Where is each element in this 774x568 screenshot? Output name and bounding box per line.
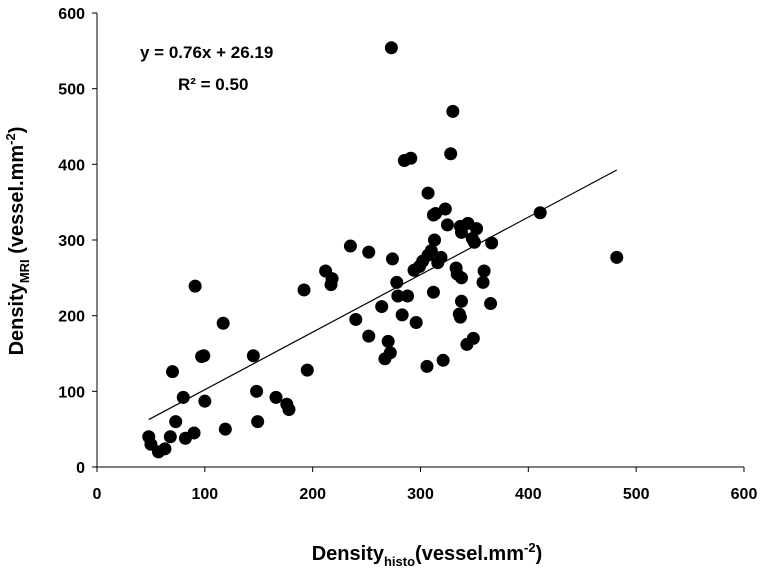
data-point bbox=[375, 300, 389, 314]
y-axis-title-close: ) bbox=[6, 127, 28, 134]
data-point bbox=[197, 349, 211, 363]
data-point bbox=[476, 275, 490, 289]
y-axis-ticks: 0 100 200 300 400 500 600 bbox=[58, 6, 97, 477]
data-point bbox=[438, 202, 452, 216]
y-tick-label: 600 bbox=[58, 6, 85, 23]
data-point bbox=[428, 233, 442, 247]
data-point bbox=[429, 207, 443, 221]
r-squared-label: R² = 0.50 bbox=[178, 75, 248, 94]
data-point bbox=[349, 312, 363, 326]
data-point bbox=[477, 264, 491, 278]
data-point bbox=[424, 244, 438, 258]
data-point bbox=[163, 430, 177, 444]
data-point bbox=[467, 235, 481, 249]
data-points bbox=[142, 41, 624, 459]
data-point bbox=[440, 218, 454, 232]
data-point bbox=[250, 384, 264, 398]
data-point bbox=[325, 272, 339, 286]
x-axis-title-main: Density bbox=[312, 543, 385, 565]
y-tick-label: 0 bbox=[76, 460, 85, 477]
x-tick-label: 400 bbox=[515, 486, 542, 503]
data-point bbox=[383, 346, 397, 360]
data-point bbox=[444, 147, 458, 161]
data-point bbox=[426, 285, 440, 299]
data-point bbox=[533, 206, 547, 220]
data-point bbox=[434, 250, 448, 264]
data-point bbox=[165, 365, 179, 379]
trendline-equation: y = 0.76x + 26.19 bbox=[140, 43, 273, 62]
data-point bbox=[454, 225, 468, 239]
data-point bbox=[246, 349, 260, 363]
data-point bbox=[610, 250, 624, 264]
x-axis-title-subscript: histo bbox=[384, 554, 415, 568]
data-point bbox=[420, 359, 434, 373]
x-axis-title-close: ) bbox=[536, 543, 543, 565]
data-point bbox=[484, 297, 498, 311]
data-point bbox=[362, 329, 376, 343]
data-point bbox=[169, 415, 183, 429]
data-point bbox=[300, 363, 314, 377]
y-tick-label: 400 bbox=[58, 157, 85, 174]
data-point bbox=[269, 390, 283, 404]
data-point bbox=[188, 279, 202, 293]
data-point bbox=[362, 245, 376, 259]
data-point bbox=[176, 390, 190, 404]
data-point bbox=[187, 426, 201, 440]
data-point bbox=[453, 310, 467, 324]
x-tick-label: 100 bbox=[191, 486, 218, 503]
y-tick-label: 300 bbox=[58, 233, 85, 250]
y-tick-label: 200 bbox=[58, 309, 85, 326]
data-point bbox=[466, 331, 480, 345]
y-tick-label: 500 bbox=[58, 82, 85, 99]
data-point bbox=[385, 252, 399, 266]
data-point bbox=[421, 186, 435, 200]
data-point bbox=[436, 353, 450, 367]
data-point bbox=[454, 271, 468, 285]
data-point bbox=[158, 442, 172, 456]
data-point bbox=[446, 104, 460, 118]
y-axis-title-subscript: MRI bbox=[17, 259, 32, 283]
data-point bbox=[216, 316, 230, 330]
x-tick-label: 300 bbox=[407, 486, 434, 503]
data-point bbox=[395, 308, 409, 322]
data-point bbox=[218, 422, 232, 436]
x-axis-title: Densityhisto(vessel.mm-2) bbox=[312, 540, 543, 568]
data-point bbox=[381, 334, 395, 348]
trendline bbox=[148, 169, 618, 421]
data-point bbox=[198, 394, 212, 408]
y-axis-title-main: Density bbox=[6, 282, 28, 355]
y-axis-title-superscript: -2 bbox=[3, 133, 18, 145]
x-tick-label: 500 bbox=[623, 486, 650, 503]
y-axis-title-unit: (vessel.mm bbox=[6, 145, 28, 260]
data-point bbox=[454, 294, 468, 308]
data-point bbox=[343, 239, 357, 253]
data-point bbox=[470, 222, 484, 236]
data-point bbox=[282, 402, 296, 416]
x-axis-title-superscript: -2 bbox=[524, 540, 536, 555]
data-point bbox=[390, 275, 404, 289]
data-point bbox=[391, 289, 405, 303]
data-point bbox=[297, 283, 311, 297]
x-tick-label: 200 bbox=[299, 486, 326, 503]
data-point bbox=[485, 236, 499, 250]
x-tick-label: 0 bbox=[93, 486, 102, 503]
y-axis-title: DensityMRI (vessel.mm-2) bbox=[3, 127, 32, 356]
x-tick-label: 600 bbox=[731, 486, 758, 503]
x-axis-title-unit: (vessel.mm bbox=[415, 543, 524, 565]
data-point bbox=[404, 151, 418, 165]
data-point bbox=[409, 315, 423, 329]
x-axis-ticks: 0 100 200 300 400 500 600 bbox=[93, 467, 758, 503]
data-point bbox=[384, 41, 398, 55]
data-point bbox=[251, 415, 265, 429]
data-point bbox=[401, 289, 415, 303]
y-tick-label: 100 bbox=[58, 384, 85, 401]
